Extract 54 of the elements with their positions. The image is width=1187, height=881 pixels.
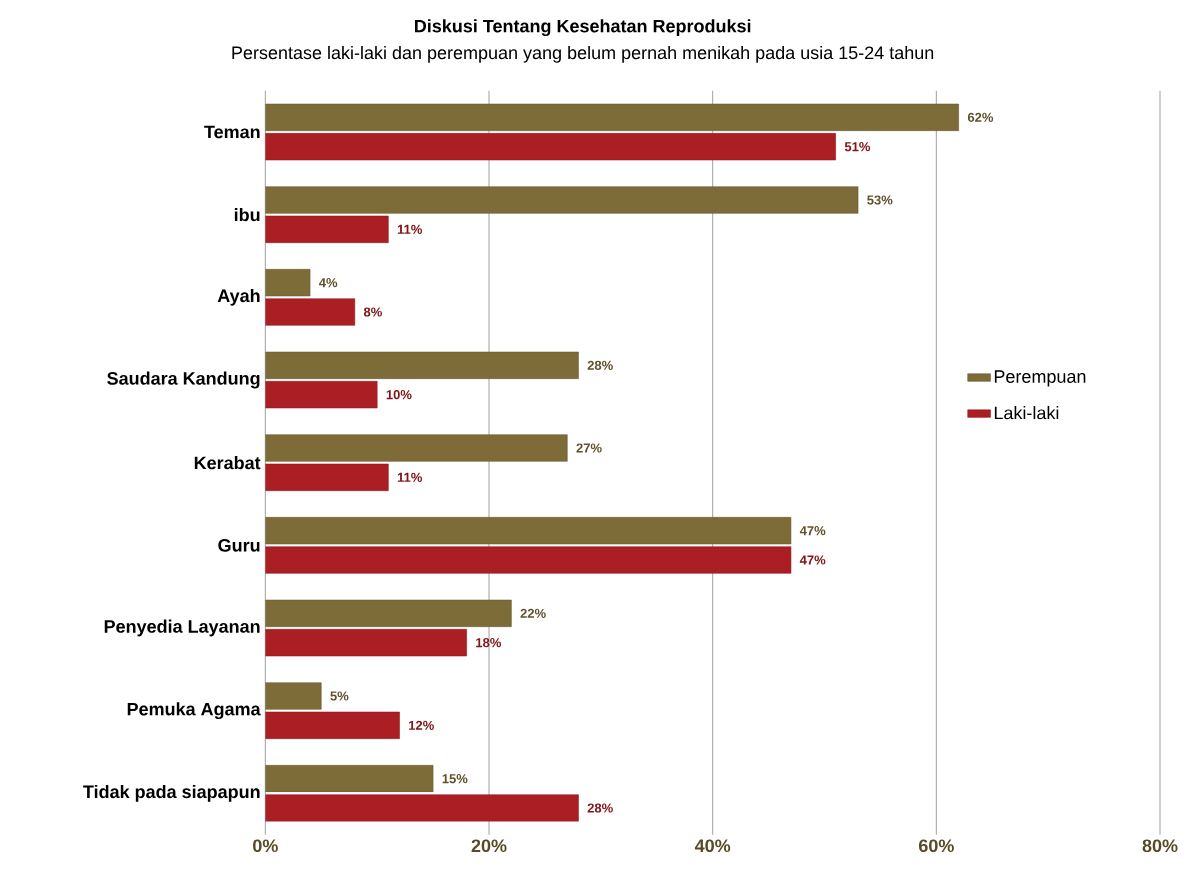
data-label: 4% [318, 278, 338, 288]
bar [265, 794, 579, 822]
data-label: 11% [397, 472, 423, 482]
y-tick-label: Tidak pada siapapun [83, 784, 260, 802]
bar [265, 629, 467, 657]
data-label: 51% [844, 142, 871, 152]
y-tick-label: Pemuka Agama [127, 702, 261, 720]
data-label: 12% [409, 720, 434, 730]
bar [265, 351, 579, 379]
x-tick-label: 40% [694, 839, 731, 853]
x-tick-label: 20% [471, 839, 507, 853]
data-label: 27% [576, 443, 602, 453]
y-tick-label: Ayah [217, 288, 260, 306]
bar [265, 133, 836, 161]
bar [265, 269, 311, 297]
y-tick-label: Teman [204, 125, 260, 139]
x-tick-label: 60% [919, 839, 954, 853]
data-label: 28% [587, 803, 613, 813]
legend-label: Perempuan [994, 370, 1086, 387]
data-label: 18% [476, 638, 502, 648]
data-label: 47% [799, 555, 826, 565]
data-label: 53% [867, 195, 893, 205]
bar [265, 298, 356, 326]
y-tick-label: Saudara Kandung [107, 371, 260, 389]
data-label: 62% [967, 112, 994, 122]
chart-subtitle: Persentase laki-laki dan perempuan yang belum pernah menikah pada usia 15-24 tahun [232, 45, 934, 63]
data-label: 8% [363, 307, 382, 317]
legend-label: Laki-laki [994, 406, 1059, 420]
bar [265, 682, 322, 710]
bar [265, 711, 400, 739]
bar [265, 517, 792, 545]
data-label: 28% [587, 360, 613, 370]
data-label: 22% [520, 608, 546, 618]
bar [265, 599, 512, 627]
data-label: 5% [330, 691, 349, 701]
y-tick-label: ibu [234, 208, 260, 222]
bar [265, 381, 378, 409]
bar [265, 186, 859, 214]
chart-title: Diskusi Tentang Kesehatan Reproduksi [415, 19, 751, 37]
bar [265, 215, 389, 243]
y-tick-label: Kerabat [194, 456, 261, 470]
data-label: 11% [397, 224, 423, 234]
x-tick-label: 0% [253, 839, 278, 853]
data-label: 15% [442, 774, 468, 784]
bar [265, 765, 434, 793]
data-label: 47% [799, 526, 826, 536]
bar [265, 103, 959, 131]
bar [265, 463, 389, 491]
x-tick-label: 80% [1142, 839, 1178, 853]
data-label: 10% [386, 390, 412, 400]
y-tick-label: Guru [218, 538, 260, 552]
y-tick-label: Penyedia Layanan [104, 619, 260, 637]
bar [265, 434, 568, 462]
bar [265, 546, 792, 574]
